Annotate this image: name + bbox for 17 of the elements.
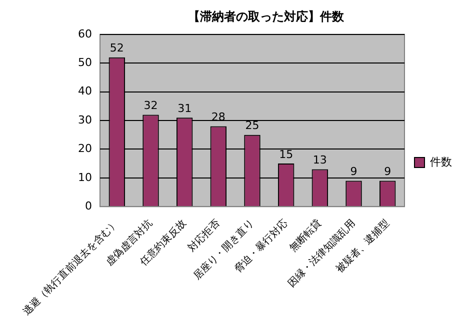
data-label: 25 (245, 119, 260, 132)
data-label: 9 (350, 165, 358, 178)
data-label: 9 (384, 165, 392, 178)
data-label: 15 (279, 148, 294, 161)
data-label: 31 (178, 102, 192, 115)
y-tick-label: 30 (78, 113, 92, 126)
data-label: 52 (110, 42, 124, 55)
y-tick-label: 50 (78, 56, 92, 69)
legend-label: 件数 (430, 155, 452, 168)
y-tick-label: 40 (78, 84, 92, 98)
y-tick-label: 10 (78, 170, 92, 184)
y-tick-label: 20 (78, 142, 92, 156)
y-tick-label: 60 (78, 27, 92, 40)
data-label: 13 (312, 154, 327, 167)
data-label: 32 (144, 99, 158, 112)
y-tick-label: 0 (84, 199, 92, 212)
chart-title: 【滞納者の取った対応】件数 (188, 9, 345, 24)
